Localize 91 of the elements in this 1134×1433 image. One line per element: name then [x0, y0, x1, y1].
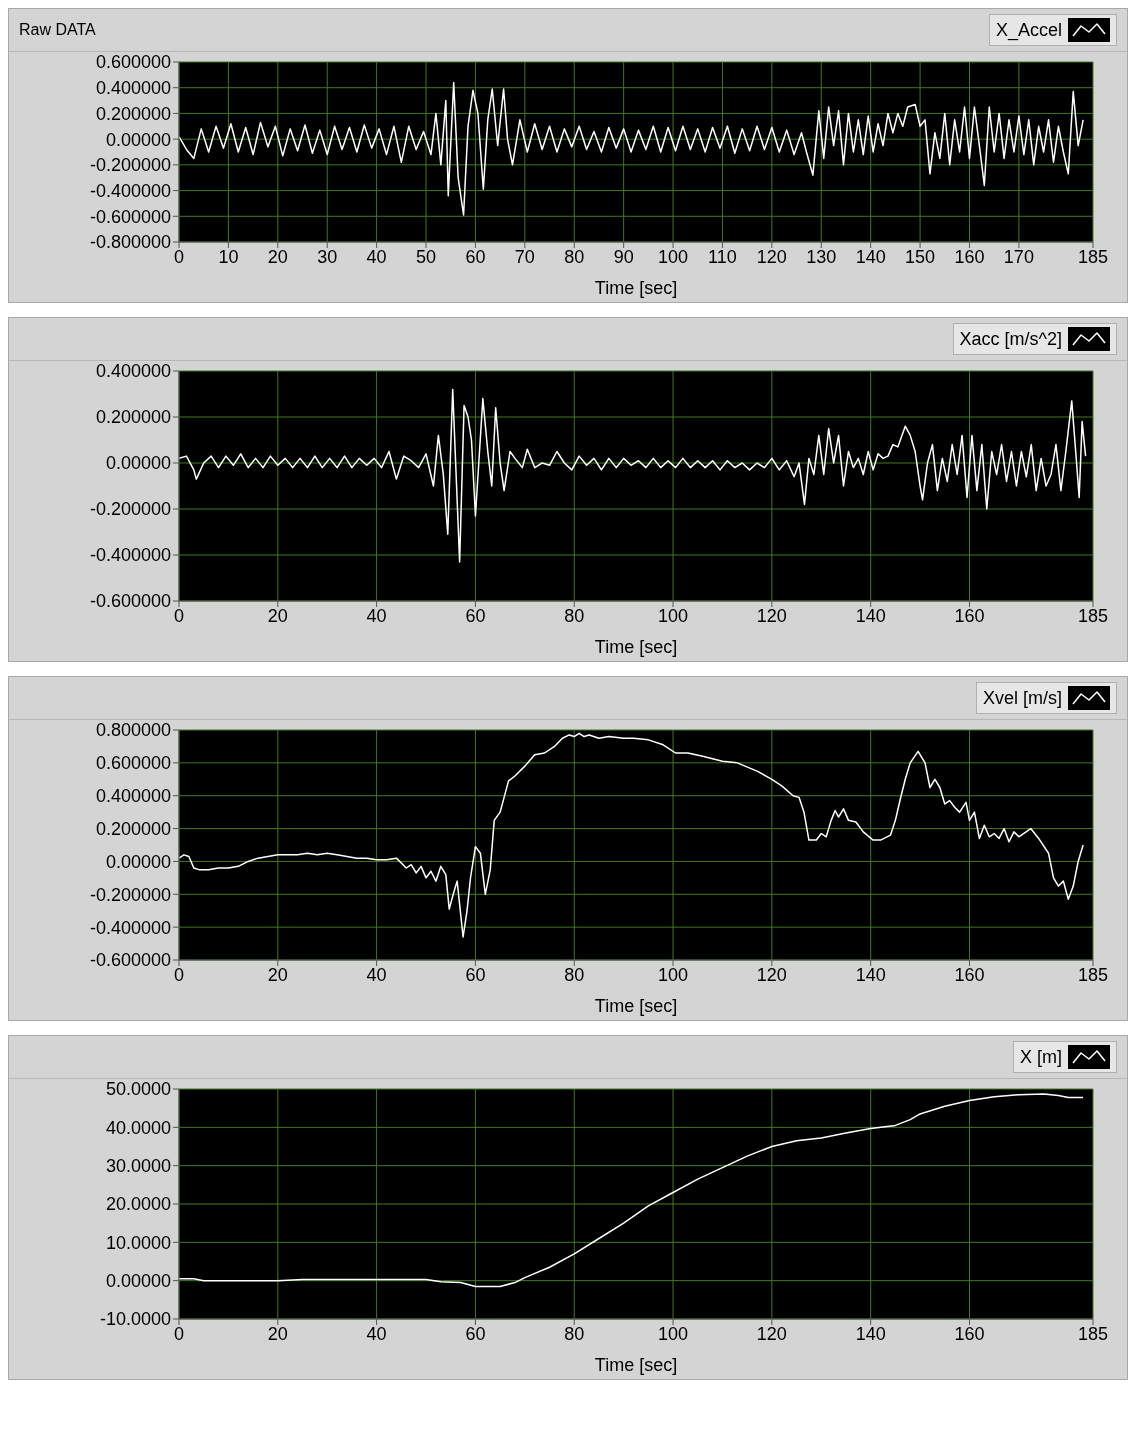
- x-tick-label: 140: [855, 246, 886, 267]
- x-tick-label: 120: [756, 964, 787, 985]
- x-tick-label: 60: [465, 246, 486, 267]
- y-tick-label: 0.400000: [95, 361, 171, 382]
- x-tick-label: 20: [267, 1323, 288, 1344]
- y-tick-label: 0.400000: [95, 786, 171, 807]
- y-tick-label: 0.600000: [95, 52, 171, 73]
- y-tick-label: -0.200000: [89, 884, 171, 905]
- y-tick-label: 0.800000: [95, 720, 171, 741]
- x-tick-label: 40: [366, 964, 387, 985]
- y-tick-label: 0.00000: [105, 453, 171, 474]
- x-tick-label: 160: [954, 246, 985, 267]
- x-tick-label: 20: [267, 964, 288, 985]
- x-tick-label: 140: [855, 964, 886, 985]
- legend-label: Xacc [m/s^2]: [959, 328, 1062, 350]
- x-tick-label: 20: [267, 246, 288, 267]
- x-tick-label: 160: [954, 964, 985, 985]
- legend-label: X_Accel: [995, 19, 1062, 41]
- chart-title: Raw DATA: [19, 21, 96, 39]
- legend-label: Xvel [m/s]: [982, 687, 1062, 709]
- x-tick-label: 90: [613, 246, 634, 267]
- y-tick-label: 30.0000: [105, 1156, 171, 1177]
- x-tick-label: 100: [658, 1323, 689, 1344]
- x-tick-label: 10: [218, 246, 239, 267]
- y-tick-label: -0.200000: [89, 155, 171, 176]
- x-tick-label: 0: [173, 246, 185, 267]
- x-axis-title: Time [sec]: [594, 1355, 678, 1375]
- x-tick-label: 50: [416, 246, 437, 267]
- x-tick-label: 100: [658, 964, 689, 985]
- x-axis-title: Time [sec]: [594, 637, 678, 657]
- x-tick-label: 40: [366, 605, 387, 626]
- y-tick-label: 0.00000: [105, 851, 171, 872]
- x-axis-title: Time [sec]: [594, 278, 678, 298]
- x-tick-label: 140: [855, 605, 886, 626]
- x-tick-label: 80: [564, 964, 585, 985]
- y-tick-label: 20.0000: [105, 1194, 171, 1215]
- x-tick-label: 80: [564, 1323, 585, 1344]
- x-tick-label: 100: [658, 246, 689, 267]
- x-tick-label: 30: [317, 246, 338, 267]
- y-tick-label: -0.800000: [89, 232, 171, 253]
- x-tick-label: 0: [173, 964, 185, 985]
- x-tick-label: 150: [905, 246, 936, 267]
- y-tick-label: -0.400000: [89, 545, 171, 566]
- x-tick-label: 130: [806, 246, 837, 267]
- y-tick-label: -0.400000: [89, 180, 171, 201]
- y-tick-label: 0.600000: [95, 753, 171, 774]
- x-tick-label: 60: [465, 964, 486, 985]
- y-tick-label: 50.0000: [105, 1079, 171, 1100]
- x-tick-label: 185: [1077, 605, 1109, 626]
- x-tick-label: 170: [1003, 246, 1034, 267]
- y-tick-label: -0.600000: [89, 206, 171, 227]
- y-tick-label: -0.400000: [89, 917, 171, 938]
- x-tick-label: 100: [658, 605, 689, 626]
- x-axis-title: Time [sec]: [594, 996, 678, 1016]
- y-tick-label: 0.400000: [95, 78, 171, 99]
- x-tick-label: 40: [366, 246, 387, 267]
- x-tick-label: 80: [564, 246, 585, 267]
- y-tick-label: 0.00000: [105, 1271, 171, 1292]
- legend-label: X [m]: [1019, 1046, 1062, 1068]
- x-tick-label: 140: [855, 1323, 886, 1344]
- x-tick-label: 160: [954, 1323, 985, 1344]
- y-tick-label: -0.600000: [89, 591, 171, 612]
- x-tick-label: 20: [267, 605, 288, 626]
- x-tick-label: 40: [366, 1323, 387, 1344]
- y-tick-label: -10.0000: [99, 1309, 171, 1330]
- x-tick-label: 120: [756, 605, 787, 626]
- y-tick-label: 0.200000: [95, 103, 171, 124]
- y-tick-label: 0.200000: [95, 407, 171, 428]
- y-tick-label: 0.00000: [105, 129, 171, 150]
- x-tick-label: 80: [564, 605, 585, 626]
- line-series: [179, 1093, 1084, 1288]
- x-tick-label: 120: [756, 246, 787, 267]
- line-series: [179, 732, 1084, 938]
- y-tick-label: 0.200000: [95, 818, 171, 839]
- line-series: [179, 81, 1084, 216]
- x-tick-label: 160: [954, 605, 985, 626]
- x-tick-label: 185: [1077, 246, 1109, 267]
- x-tick-label: 0: [173, 605, 185, 626]
- y-tick-label: -0.200000: [89, 499, 171, 520]
- x-tick-label: 60: [465, 605, 486, 626]
- x-tick-label: 60: [465, 1323, 486, 1344]
- line-series: [179, 388, 1087, 563]
- x-tick-label: 185: [1077, 1323, 1109, 1344]
- y-tick-label: -0.600000: [89, 950, 171, 971]
- y-tick-label: 40.0000: [105, 1117, 171, 1138]
- x-tick-label: 70: [514, 246, 535, 267]
- x-tick-label: 120: [756, 1323, 787, 1344]
- y-tick-label: 10.0000: [105, 1232, 171, 1253]
- x-tick-label: 110: [708, 246, 737, 267]
- x-tick-label: 0: [173, 1323, 185, 1344]
- x-tick-label: 185: [1077, 964, 1109, 985]
